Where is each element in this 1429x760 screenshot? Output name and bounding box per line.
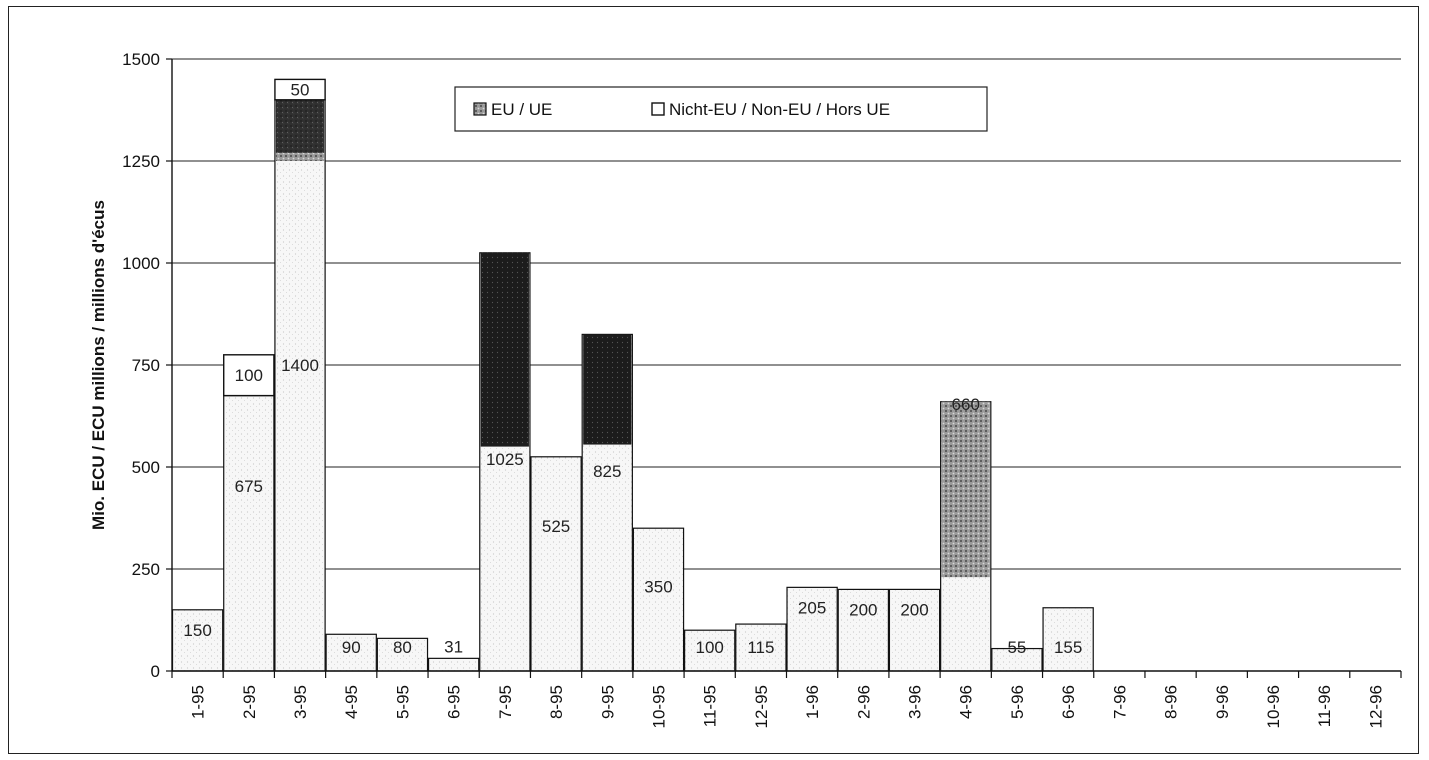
y-tick-label: 750 bbox=[132, 356, 160, 375]
data-label-eu: 350 bbox=[644, 577, 672, 596]
data-label-eu: 1025 bbox=[486, 450, 524, 469]
data-label-noneu: 100 bbox=[235, 366, 263, 385]
legend-swatch-noneu bbox=[651, 102, 665, 116]
x-tick-label: 9-96 bbox=[1213, 685, 1232, 719]
data-labels: 150 675 100 1400 50 90 80 31 1025 525 825 350 100 115… bbox=[183, 81, 1082, 657]
x-tick-label: 6-96 bbox=[1059, 685, 1078, 719]
data-label-eu: 100 bbox=[696, 638, 724, 657]
data-label-eu: 205 bbox=[798, 598, 826, 617]
data-label-eu: 200 bbox=[849, 600, 877, 619]
x-tick-label: 7-96 bbox=[1110, 685, 1129, 719]
bar-eu bbox=[223, 395, 275, 672]
x-tick-label: 10-96 bbox=[1264, 685, 1283, 728]
bar-noneu bbox=[223, 354, 275, 397]
x-tick-label: 5-96 bbox=[1008, 685, 1027, 719]
y-tick-label: 0 bbox=[151, 662, 160, 681]
x-tick-label: 4-96 bbox=[957, 685, 976, 719]
bar-eu bbox=[171, 609, 224, 672]
bar-eu-shade-dark bbox=[480, 252, 529, 447]
data-label-eu: 200 bbox=[900, 600, 928, 619]
x-tick-label: 1-95 bbox=[189, 685, 208, 719]
data-label-eu: 155 bbox=[1054, 638, 1082, 657]
data-label-noneu: 50 bbox=[291, 81, 310, 100]
bar-eu-shade-dark bbox=[583, 334, 632, 445]
bar-eu-shade-dark bbox=[275, 99, 325, 153]
gridlines bbox=[172, 58, 1401, 570]
x-tick-label: 7-95 bbox=[496, 685, 515, 719]
x-tick-label: 3-96 bbox=[906, 685, 925, 719]
data-label-eu: 115 bbox=[747, 638, 774, 657]
x-tick-label: 5-95 bbox=[393, 685, 412, 719]
legend-label-noneu: Nicht-EU / Non-EU / Hors UE bbox=[669, 100, 890, 119]
y-tick-label: 500 bbox=[132, 458, 160, 477]
y-tick-label: 1250 bbox=[122, 152, 160, 171]
x-tick-label: 2-96 bbox=[854, 685, 873, 719]
y-axis-label: Mio. ECU / ECU millions / millions d'écu… bbox=[89, 200, 108, 530]
x-tick-label: 4-95 bbox=[342, 685, 361, 719]
bars bbox=[171, 78, 1094, 672]
bar-eu bbox=[786, 586, 838, 672]
data-label-eu: 675 bbox=[235, 477, 263, 496]
y-tick-label: 1000 bbox=[122, 254, 160, 273]
bar-eu-shade-medium bbox=[941, 401, 990, 578]
data-label-eu: 1400 bbox=[281, 356, 319, 375]
axes: 0 250 500 750 1000 1250 1500 1-95 2-95 3-95 4-95 5-… bbox=[122, 50, 1402, 728]
data-label-eu: 31 bbox=[444, 637, 463, 656]
x-tick-label: 8-96 bbox=[1162, 685, 1181, 719]
x-tick-label: 8-95 bbox=[547, 685, 566, 719]
x-tick-label: 1-96 bbox=[803, 685, 822, 719]
x-tick-label: 10-95 bbox=[649, 685, 668, 728]
x-tick-label: 2-95 bbox=[240, 685, 259, 719]
bar-noneu bbox=[274, 78, 326, 101]
x-tick-label: 12-95 bbox=[752, 685, 771, 728]
chart-frame bbox=[8, 6, 1419, 754]
legend: EU / UE Nicht-EU / Non-EU / Hors UE bbox=[454, 86, 988, 132]
x-tick-label: 12-96 bbox=[1366, 685, 1385, 728]
bar-eu bbox=[683, 629, 736, 672]
bar-eu bbox=[888, 588, 941, 672]
legend-box bbox=[454, 86, 988, 132]
data-label-eu: 55 bbox=[1007, 638, 1026, 657]
bar-eu bbox=[632, 527, 685, 672]
bar-eu bbox=[427, 657, 480, 672]
x-tick-label: 11-96 bbox=[1315, 685, 1334, 727]
y-tick-label: 250 bbox=[132, 560, 160, 579]
legend-label-eu: EU / UE bbox=[491, 100, 552, 119]
data-label-eu: 90 bbox=[342, 638, 361, 657]
x-tick-label: 3-95 bbox=[291, 685, 310, 719]
x-tick-label: 11-95 bbox=[701, 685, 720, 727]
bar-eu bbox=[530, 456, 582, 672]
y-tick-label: 1500 bbox=[122, 50, 160, 69]
data-label-eu: 80 bbox=[393, 638, 412, 657]
legend-swatch-eu bbox=[473, 102, 487, 116]
data-label-eu: 660 bbox=[952, 395, 980, 414]
bar-eu bbox=[735, 623, 787, 672]
bar-eu bbox=[274, 99, 326, 672]
x-tick-label: 6-95 bbox=[445, 685, 464, 719]
data-label-eu: 525 bbox=[542, 517, 570, 536]
x-tick-label: 9-95 bbox=[598, 685, 617, 719]
data-label-eu: 150 bbox=[183, 621, 211, 640]
data-label-eu: 825 bbox=[593, 462, 621, 481]
